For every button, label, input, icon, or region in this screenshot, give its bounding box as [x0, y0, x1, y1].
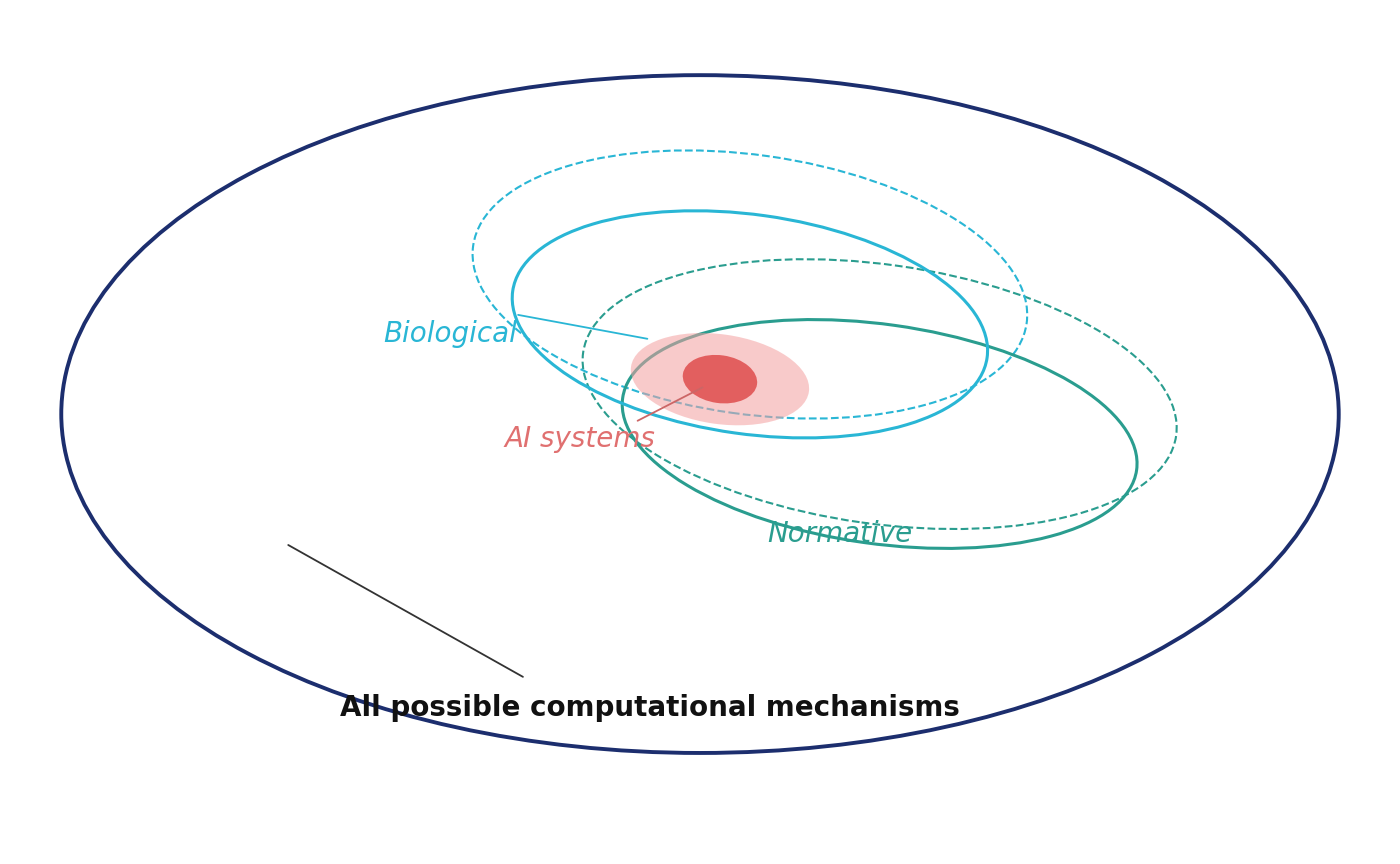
- Ellipse shape: [683, 355, 757, 403]
- Text: AI systems: AI systems: [505, 425, 655, 453]
- Text: Normative: Normative: [767, 519, 913, 548]
- Ellipse shape: [631, 333, 809, 425]
- Text: Biological: Biological: [384, 321, 518, 348]
- Text: All possible computational mechanisms: All possible computational mechanisms: [340, 694, 960, 722]
